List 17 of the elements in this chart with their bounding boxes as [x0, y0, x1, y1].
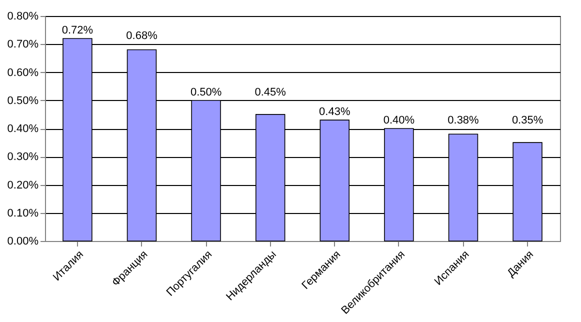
data-label: 0.50%	[190, 86, 222, 98]
data-label: 0.72%	[62, 24, 94, 36]
y-tick-label: 0.40%	[7, 123, 39, 135]
y-tick-label: 0.10%	[7, 207, 39, 220]
data-label: 0.38%	[448, 114, 480, 126]
data-label: 0.40%	[383, 114, 415, 126]
y-tick-label: 0.80%	[7, 10, 39, 22]
data-label: 0.45%	[254, 86, 286, 98]
data-label: 0.68%	[126, 30, 158, 42]
y-tick-label: 0.60%	[7, 66, 39, 79]
y-tick-label: 0.50%	[7, 94, 39, 107]
data-label: 0.35%	[512, 114, 544, 126]
y-tick-label: 0.30%	[7, 151, 39, 164]
y-tick-label: 0.70%	[7, 38, 39, 51]
y-tick-label: 0.20%	[7, 179, 39, 192]
y-tick-label: 0.00%	[7, 236, 39, 248]
data-label: 0.43%	[319, 106, 350, 118]
